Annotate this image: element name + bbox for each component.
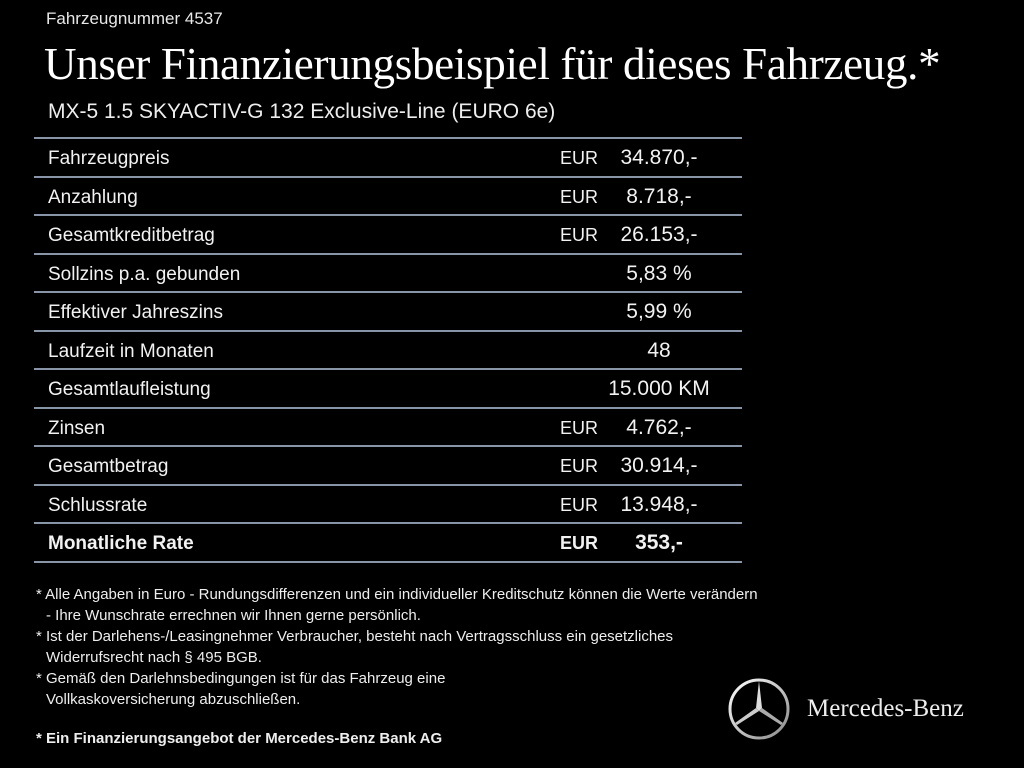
row-value: 13.948,-	[620, 492, 698, 516]
table-row: Zinsen EUR 4.762,-	[34, 409, 742, 447]
footnotes: * Alle Angaben in Euro - Rundungsdiffere…	[36, 584, 766, 749]
row-currency: EUR	[560, 186, 599, 207]
row-currency: EUR	[560, 533, 599, 553]
table-row: Gesamtbetrag EUR 30.914,-	[34, 447, 742, 486]
table-row: Anzahlung EUR 8.718,-	[34, 178, 742, 216]
row-label: Effektiver Jahreszins	[48, 302, 223, 323]
row-value: 48	[647, 338, 671, 362]
row-currency: EUR	[560, 148, 599, 168]
mercedes-benz-logo: Mercedes-Benz	[727, 677, 964, 741]
row-label: Fahrzeugpreis	[48, 148, 170, 169]
row-label: Gesamtlaufleistung	[48, 379, 211, 400]
bank-note: * Ein Finanzierungsangebot der Mercedes-…	[36, 730, 443, 747]
row-label: Laufzeit in Monaten	[48, 340, 214, 362]
row-value: 26.153,-	[620, 223, 698, 246]
row-currency: EUR	[560, 225, 599, 245]
finance-table: Fahrzeugpreis EUR 34.870,- Anzahlung EUR 8.71…	[34, 137, 742, 563]
table-row: Monatliche Rate EUR 353,-	[34, 524, 742, 563]
row-value: 5,99 %	[626, 300, 692, 323]
table-row: Sollzins p.a. gebunden 5,83 %	[34, 255, 742, 293]
footnote: * Ist der Darlehens-/Leasingnehmer Verbr…	[36, 628, 674, 666]
vehicle-number: Fahrzeugnummer 4537	[46, 9, 223, 28]
row-label: Monatliche Rate	[48, 533, 194, 554]
mercedes-star-icon	[728, 678, 790, 740]
row-currency: EUR	[560, 456, 599, 476]
row-label: Sollzins p.a. gebunden	[48, 263, 241, 285]
model-name: MX-5 1.5 SKYACTIV-G 132 Exclusive-Line (…	[48, 100, 556, 123]
row-label: Zinsen	[48, 417, 106, 439]
page-title: Unser Finanzierungsbeispiel für dieses F…	[44, 39, 941, 89]
table-row: Laufzeit in Monaten 48	[34, 332, 742, 370]
row-value: 8.718,-	[626, 184, 692, 208]
table-row: Effektiver Jahreszins 5,99 %	[34, 293, 742, 332]
brand-name: Mercedes-Benz	[807, 695, 964, 722]
row-value: 34.870,-	[620, 146, 698, 169]
table-row: Schlussrate EUR 13.948,-	[34, 486, 742, 524]
row-label: Anzahlung	[48, 186, 138, 208]
table-row: Gesamtkreditbetrag EUR 26.153,-	[34, 216, 742, 255]
table-row: Fahrzeugpreis EUR 34.870,-	[34, 139, 742, 178]
row-label: Gesamtkreditbetrag	[48, 225, 215, 246]
table-row: Gesamtlaufleistung 15.000 KM	[34, 370, 742, 409]
footnote: * Alle Angaben in Euro - Rundungsdiffere…	[36, 586, 758, 624]
row-currency: EUR	[560, 417, 599, 438]
row-value: 4.762,-	[626, 415, 692, 439]
row-value: 15.000 KM	[608, 377, 710, 400]
row-value: 353,-	[635, 531, 683, 554]
row-value: 30.914,-	[620, 454, 698, 477]
row-label: Schlussrate	[48, 494, 148, 516]
row-currency: EUR	[560, 494, 599, 515]
row-label: Gesamtbetrag	[48, 456, 169, 477]
row-value: 5,83 %	[626, 261, 692, 285]
footnote: * Gemäß den Darlehnsbedingungen ist für …	[36, 670, 446, 708]
